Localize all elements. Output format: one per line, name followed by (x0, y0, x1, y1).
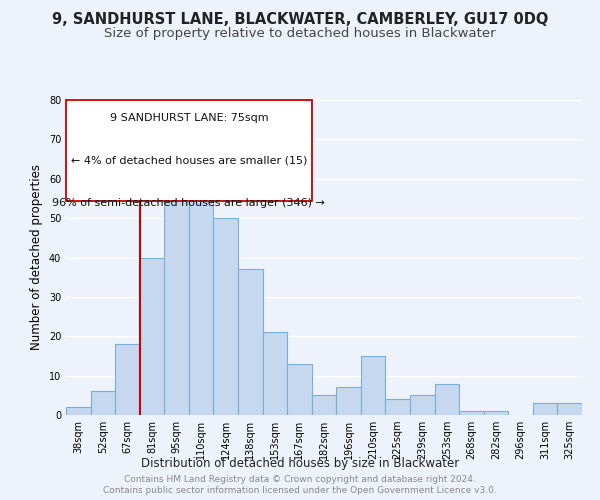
Text: Size of property relative to detached houses in Blackwater: Size of property relative to detached ho… (104, 28, 496, 40)
Text: Distribution of detached houses by size in Blackwater: Distribution of detached houses by size … (141, 458, 459, 470)
Text: ← 4% of detached houses are smaller (15): ← 4% of detached houses are smaller (15) (71, 155, 307, 165)
Bar (434, 384, 459, 415)
Bar (189, 167, 214, 415)
Text: 96% of semi-detached houses are larger (346) →: 96% of semi-detached houses are larger (… (52, 198, 325, 207)
Y-axis label: Number of detached properties: Number of detached properties (30, 164, 43, 350)
FancyBboxPatch shape (66, 100, 312, 201)
Bar (385, 399, 410, 415)
Bar (484, 411, 508, 415)
Bar (533, 403, 557, 415)
Bar (263, 332, 287, 415)
Bar (336, 388, 361, 415)
Bar (557, 403, 582, 415)
Bar (238, 270, 263, 415)
Bar (140, 258, 164, 415)
Text: 9, SANDHURST LANE, BLACKWATER, CAMBERLEY, GU17 0DQ: 9, SANDHURST LANE, BLACKWATER, CAMBERLEY… (52, 12, 548, 28)
Bar (361, 356, 385, 415)
Bar (459, 411, 484, 415)
Bar (410, 396, 434, 415)
Bar (66, 407, 91, 415)
Bar (214, 218, 238, 415)
Bar (312, 396, 336, 415)
Bar (164, 155, 189, 415)
Bar (91, 392, 115, 415)
Text: 9 SANDHURST LANE: 75sqm: 9 SANDHURST LANE: 75sqm (110, 112, 268, 122)
Bar (287, 364, 312, 415)
Text: Contains public sector information licensed under the Open Government Licence v3: Contains public sector information licen… (103, 486, 497, 495)
Bar (115, 344, 140, 415)
Text: Contains HM Land Registry data © Crown copyright and database right 2024.: Contains HM Land Registry data © Crown c… (124, 475, 476, 484)
